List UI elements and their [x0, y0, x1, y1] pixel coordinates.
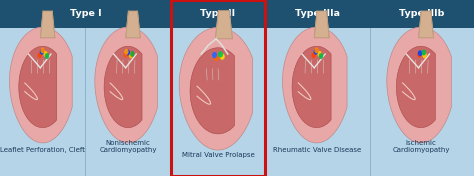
Text: Leaflet Perforation, Cleft: Leaflet Perforation, Cleft: [0, 147, 85, 153]
Polygon shape: [104, 46, 142, 128]
Ellipse shape: [218, 51, 223, 58]
Polygon shape: [126, 11, 140, 38]
Polygon shape: [179, 27, 253, 150]
Polygon shape: [292, 46, 331, 128]
Ellipse shape: [37, 52, 42, 58]
Ellipse shape: [124, 52, 128, 58]
Ellipse shape: [311, 52, 316, 58]
Polygon shape: [419, 11, 434, 38]
Text: Mitral Valve Prolapse: Mitral Valve Prolapse: [182, 152, 255, 158]
Bar: [171, 0, 265, 176]
Text: Ischemic
Cardiomyopathy: Ischemic Cardiomyopathy: [392, 140, 450, 153]
Ellipse shape: [314, 47, 319, 53]
Ellipse shape: [130, 51, 135, 57]
Text: Type IIIa: Type IIIa: [295, 9, 340, 18]
Ellipse shape: [43, 51, 48, 57]
Polygon shape: [396, 46, 435, 128]
Text: Type I: Type I: [70, 9, 101, 18]
Bar: [0, 28, 474, 176]
Ellipse shape: [318, 51, 322, 57]
Ellipse shape: [124, 49, 128, 55]
Polygon shape: [387, 27, 451, 143]
Bar: [370, 0, 474, 28]
Polygon shape: [19, 46, 57, 128]
Polygon shape: [95, 27, 157, 143]
Ellipse shape: [214, 55, 219, 61]
Polygon shape: [314, 11, 329, 38]
Bar: [0, 0, 171, 28]
Ellipse shape: [314, 49, 318, 55]
Ellipse shape: [40, 47, 45, 53]
Ellipse shape: [45, 53, 49, 59]
Ellipse shape: [319, 53, 323, 59]
Text: Type IIIb: Type IIIb: [399, 9, 445, 18]
Polygon shape: [40, 11, 55, 38]
Polygon shape: [9, 27, 72, 143]
Ellipse shape: [212, 52, 217, 58]
Text: Rheumatic Valve Disease: Rheumatic Valve Disease: [273, 147, 361, 153]
Ellipse shape: [417, 52, 421, 58]
Ellipse shape: [418, 50, 422, 56]
Ellipse shape: [422, 49, 426, 55]
Bar: [265, 0, 370, 28]
Bar: [171, 0, 265, 28]
Ellipse shape: [40, 49, 44, 55]
Polygon shape: [215, 10, 232, 39]
Polygon shape: [190, 48, 235, 134]
Text: Nonischemic
Cardiomyopathy: Nonischemic Cardiomyopathy: [99, 140, 157, 153]
Ellipse shape: [128, 52, 133, 58]
Ellipse shape: [126, 49, 130, 55]
Ellipse shape: [422, 52, 427, 58]
Text: Type II: Type II: [201, 9, 236, 18]
Ellipse shape: [220, 54, 225, 60]
Polygon shape: [283, 27, 347, 143]
